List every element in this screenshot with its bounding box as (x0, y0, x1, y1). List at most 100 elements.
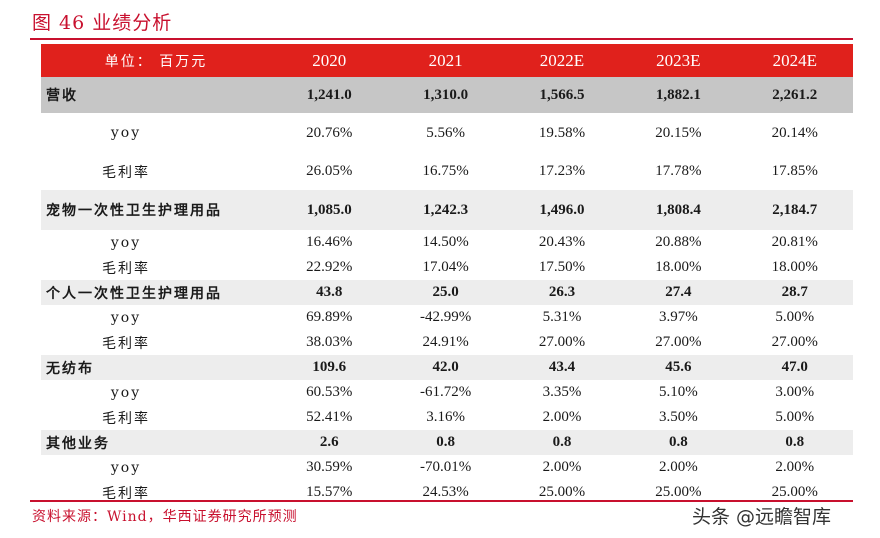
table-row: yoy 16.46% 14.50% 20.43% 20.88% 20.81% (41, 230, 853, 255)
table-cell: 2.00% (542, 459, 582, 475)
table-cell: 17.04% (422, 259, 469, 275)
table-cell: -61.72% (419, 384, 472, 400)
table-cell: 20.14% (771, 124, 818, 141)
table-cell: 17.85% (771, 163, 818, 179)
row-label: 毛利率 (102, 164, 150, 181)
title-rule (30, 38, 853, 40)
table-cell: 45.6 (665, 359, 692, 375)
table-cell: 25.00% (655, 484, 702, 500)
table-cell: 0.8 (785, 434, 805, 450)
table-cell: -42.99% (419, 309, 472, 325)
table-cell: 25.00% (771, 484, 818, 500)
table-cell: 14.50% (422, 234, 469, 250)
table-row: 无纺布 109.6 42.0 43.4 45.6 47.0 (41, 355, 853, 380)
table-cell: 0.8 (436, 434, 455, 450)
source-note: 资料来源：Wind，华西证券研究所预测 (32, 509, 298, 525)
table-cell: 1,241.0 (306, 86, 352, 103)
table-cell: 47.0 (781, 359, 808, 375)
table-cell: 0.8 (552, 434, 572, 450)
table-cell: 19.58% (538, 124, 586, 141)
table-row: 其他业务 2.6 0.8 0.8 0.8 0.8 (41, 430, 853, 455)
table-cell: 28.7 (781, 284, 808, 300)
table-cell: 3.35% (542, 384, 582, 400)
table-cell: 22.92% (306, 259, 353, 275)
table-cell: 3.50% (658, 409, 698, 425)
table-cell: 5.31% (542, 309, 582, 325)
table-cell: 16.46% (306, 234, 353, 250)
row-label: yoy (110, 384, 142, 401)
table-cell: 27.00% (771, 334, 818, 350)
table-cell: 20.81% (771, 234, 818, 250)
table-cell: 0.8 (668, 434, 688, 450)
table-cell: 20.43% (538, 234, 586, 250)
table-cell: 24.53% (422, 484, 469, 500)
table-cell: 20.88% (655, 234, 702, 250)
table-cell: 2.00% (542, 409, 582, 425)
table-row: 毛利率 15.57% 24.53% 25.00% 25.00% 25.00% (41, 480, 853, 505)
table-cell: 25.0 (432, 284, 459, 300)
table-cell: 26.3 (548, 284, 576, 300)
table-cell: 25.00% (538, 484, 586, 500)
row-label: yoy (110, 234, 142, 251)
table-row: yoy 60.53% -61.72% 3.35% 5.10% 3.00% (41, 380, 853, 405)
header-row: 单位： 百万元 2020 2021 2022E 2023E 2024E (41, 44, 853, 77)
table-cell: 1,808.4 (655, 201, 701, 218)
row-label: 其他业务 (46, 435, 110, 452)
year-header: 2024E (772, 50, 817, 70)
table-cell: 2.6 (319, 434, 339, 450)
table-cell: 17.23% (538, 163, 586, 179)
table-row: 毛利率 38.03% 24.91% 27.00% 27.00% 27.00% (41, 330, 853, 355)
table-cell: 43.4 (548, 359, 576, 375)
table-cell: 26.05% (306, 163, 353, 179)
table-cell: 5.10% (658, 384, 698, 400)
table-row: 宠物一次性卫生护理用品 1,085.0 1,242.3 1,496.0 1,80… (41, 190, 853, 230)
figure-title: 图 46 业绩分析 (32, 12, 173, 34)
table-cell: 60.53% (306, 384, 353, 400)
table-cell: 27.00% (655, 334, 702, 350)
table-cell: 30.59% (306, 459, 353, 475)
row-label: yoy (110, 309, 142, 326)
row-label: yoy (110, 125, 142, 141)
table-cell: 17.50% (538, 259, 586, 275)
row-label: 个人一次性卫生护理用品 (46, 285, 222, 302)
table-cell: 27.00% (538, 334, 586, 350)
table-cell: 24.91% (422, 334, 469, 350)
table-cell: 17.78% (655, 163, 702, 179)
table-cell: 18.00% (655, 259, 702, 275)
unit-header: 单位： 百万元 (104, 53, 208, 70)
table-cell: 1,085.0 (306, 201, 352, 218)
table-cell: 42.0 (432, 359, 459, 375)
table-cell: 3.00% (775, 384, 815, 400)
year-header: 2020 (312, 50, 347, 70)
row-label: 毛利率 (102, 260, 150, 277)
row-label: 无纺布 (46, 360, 94, 377)
table-cell: 20.15% (655, 124, 702, 141)
table-cell: 27.4 (665, 284, 692, 300)
table-cell: 2,261.2 (772, 86, 818, 103)
year-header: 2023E (656, 50, 701, 70)
table-cell: 18.00% (771, 259, 818, 275)
table-cell: 3.97% (658, 309, 698, 325)
performance-table: 单位： 百万元 2020 2021 2022E 2023E 2024E 营收 1… (41, 44, 853, 505)
year-header: 2022E (539, 50, 585, 70)
table-cell: 38.03% (306, 334, 353, 350)
table-cell: 1,566.5 (539, 86, 585, 103)
table-cell: 5.56% (426, 124, 465, 141)
table-row: yoy 30.59% -70.01% 2.00% 2.00% 2.00% (41, 455, 853, 480)
row-label: 宠物一次性卫生护理用品 (46, 203, 222, 219)
table-cell: 2.00% (658, 459, 698, 475)
table-row: yoy 20.76% 5.56% 19.58% 20.15% 20.14% (41, 113, 853, 153)
table-cell: 52.41% (306, 409, 353, 425)
row-label: yoy (110, 459, 142, 476)
table-cell: 16.75% (422, 163, 469, 179)
watermark: 头条 @远瞻智库 (692, 506, 832, 528)
table-row: 毛利率 26.05% 16.75% 17.23% 17.78% 17.85% (41, 153, 853, 190)
table-cell: 109.6 (312, 359, 347, 375)
table-cell: 1,496.0 (539, 201, 585, 218)
table-cell: 1,242.3 (423, 201, 469, 218)
row-label: 毛利率 (102, 410, 150, 427)
row-label: 毛利率 (102, 485, 150, 502)
table-cell: 69.89% (306, 309, 353, 325)
table-cell: -70.01% (419, 459, 472, 475)
table-cell: 43.8 (316, 284, 343, 300)
